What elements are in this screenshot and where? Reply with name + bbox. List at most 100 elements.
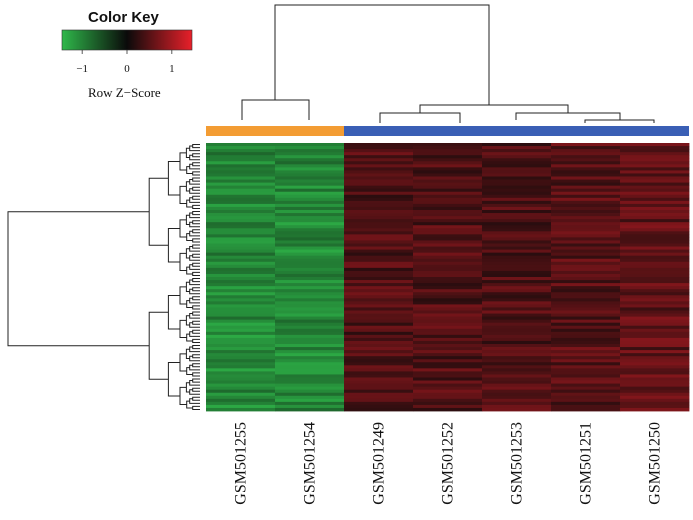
heatmap-cell: [482, 353, 552, 357]
heatmap-cell: [344, 249, 414, 254]
color-key-tick-label: −1: [76, 63, 88, 75]
heatmap-cell: [275, 407, 345, 412]
heatmap-cell: [413, 347, 483, 351]
heatmap-cell: [344, 368, 414, 372]
heatmap-cell: [551, 197, 621, 202]
heatmap-cell: [344, 149, 414, 153]
heatmap-cell: [551, 206, 621, 211]
heatmap-cell: [551, 203, 621, 208]
heatmap-cell: [482, 252, 552, 257]
heatmap-cell: [620, 188, 690, 193]
heatmap-cell: [620, 389, 690, 394]
heatmap-cell: [551, 283, 621, 287]
heatmap-cell: [344, 273, 414, 278]
heatmap-cell: [206, 344, 276, 348]
heatmap-cell: [551, 152, 621, 156]
heatmap-cell: [551, 292, 621, 296]
heatmap-cell: [482, 243, 552, 247]
heatmap-cell: [344, 203, 414, 208]
heatmap-cell: [413, 359, 483, 363]
heatmap-cell: [551, 383, 621, 388]
heatmap-cell: [620, 143, 690, 147]
heatmap-cell: [413, 337, 483, 342]
heatmap-cell: [275, 337, 345, 342]
heatmap-cell: [551, 371, 621, 375]
heatmap-cell: [413, 194, 483, 199]
column-label: GSM501250: [647, 422, 664, 505]
heatmap-cell: [344, 252, 414, 257]
heatmap-cell: [551, 228, 621, 232]
heatmap-cell: [206, 401, 276, 406]
heatmap-cell: [413, 182, 483, 187]
heatmap-cell: [275, 267, 345, 272]
heatmap-cell: [344, 286, 414, 290]
heatmap-cell: [620, 243, 690, 247]
heatmap-cell: [413, 310, 483, 314]
heatmap-cell: [275, 292, 345, 296]
heatmap-cell: [413, 407, 483, 412]
heatmap-cell: [620, 301, 690, 305]
heatmap-cell: [275, 228, 345, 232]
row-dendrogram-branch: [192, 238, 200, 243]
heatmap-cell: [551, 368, 621, 372]
heatmap-cell: [482, 313, 552, 317]
heatmap-cell: [275, 328, 345, 333]
heatmap-cell: [620, 176, 690, 180]
row-dendrogram-branch: [192, 186, 200, 191]
heatmap-cell: [551, 386, 621, 391]
column-label: GSM501254: [302, 422, 319, 505]
heatmap-cell: [275, 261, 345, 266]
heatmap-cell: [482, 170, 552, 174]
heatmap-cell: [413, 383, 483, 388]
heatmap-cell: [620, 331, 690, 336]
heatmap-cell: [551, 407, 621, 412]
heatmap-cell: [275, 304, 345, 308]
heatmap-cell: [206, 176, 276, 180]
row-dendrogram-branch: [192, 271, 200, 276]
row-dendrogram-branch: [192, 153, 200, 158]
row-dendrogram-branch: [189, 331, 200, 337]
heatmap-cell: [551, 310, 621, 314]
row-dendrogram-branch: [189, 279, 200, 286]
heatmap-cell: [482, 331, 552, 336]
heatmap-cell: [344, 277, 414, 281]
row-dendrogram-branch: [192, 378, 200, 383]
heatmap-cell: [620, 167, 690, 171]
heatmap-cell: [551, 243, 621, 247]
heatmap-cell: [482, 143, 552, 147]
color-key-ticks: −1 0 1: [76, 50, 175, 75]
heatmap-cell: [275, 313, 345, 317]
heatmap-cell: [551, 219, 621, 223]
heatmap-cell: [413, 246, 483, 250]
heatmap-cell: [413, 264, 483, 269]
heatmap-cell: [275, 283, 345, 287]
heatmap-cell: [482, 334, 552, 339]
row-dendrogram-branch: [189, 398, 200, 404]
heatmap-cell: [344, 377, 414, 381]
heatmap-cell: [413, 340, 483, 345]
heatmap-cell: [482, 374, 552, 378]
heatmap-cell: [275, 167, 345, 171]
heatmap-cell: [344, 310, 414, 314]
heatmap-cell: [413, 258, 483, 263]
heatmap-cell: [620, 328, 690, 333]
heatmap-cell: [620, 310, 690, 314]
heatmap-cell: [482, 340, 552, 345]
heatmap-cell: [206, 258, 276, 263]
heatmap-cell: [482, 295, 552, 299]
heatmap-cell: [551, 246, 621, 250]
heatmap-cell: [275, 206, 345, 211]
column-label: GSM501253: [509, 422, 526, 505]
heatmap-cell: [620, 280, 690, 284]
heatmap-cell: [482, 264, 552, 269]
heatmap-cell: [275, 353, 345, 357]
heatmap-cell: [413, 273, 483, 278]
heatmap-cell: [344, 158, 414, 162]
row-dendrogram-branch: [179, 185, 187, 204]
heatmap-cell: [206, 158, 276, 162]
row-dendrogram-branch: [192, 329, 200, 334]
heatmap-cell: [275, 356, 345, 360]
heatmap-cell: [344, 173, 414, 177]
heatmap-cell: [482, 404, 552, 409]
heatmap-cell: [275, 194, 345, 199]
